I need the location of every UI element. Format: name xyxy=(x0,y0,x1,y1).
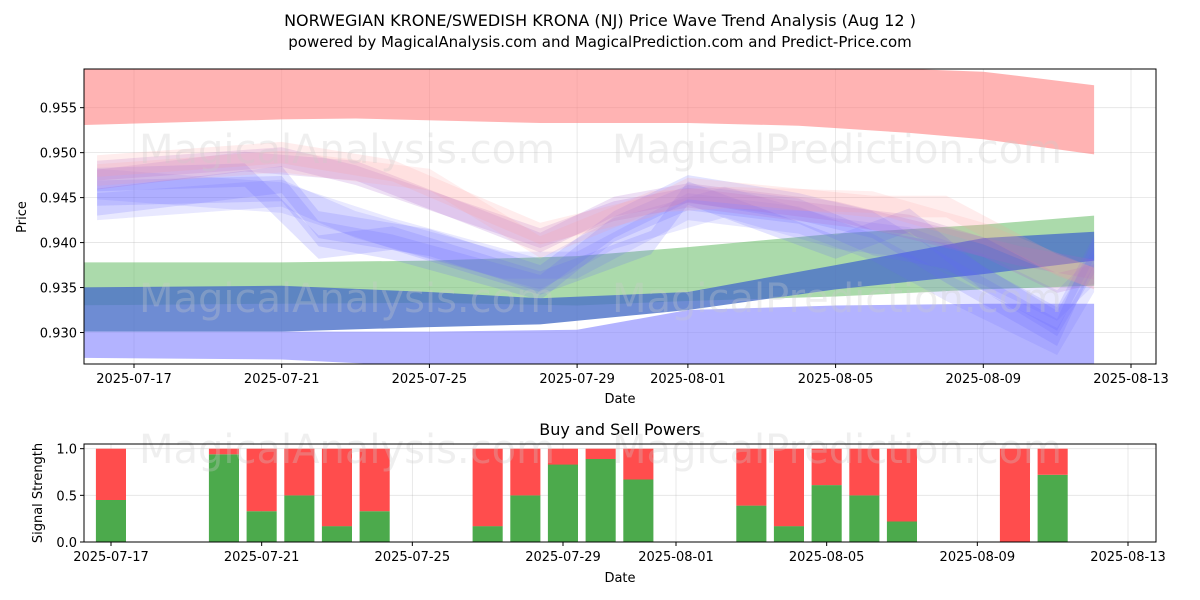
buy-bar xyxy=(623,479,654,542)
signal-x-tick-label: 2025-07-29 xyxy=(525,550,601,565)
sell-bar xyxy=(999,448,1030,542)
price-wave xyxy=(97,163,1095,331)
price-x-tick-label: 2025-08-05 xyxy=(798,372,874,387)
price-y-tick-label: 0.930 xyxy=(40,327,77,342)
price-y-tick-label: 0.945 xyxy=(40,192,77,207)
signal-y-tick-label: 0.5 xyxy=(56,489,77,504)
watermark-analysis-mid: MagicalAnalysis.com xyxy=(139,276,555,322)
buy-bar xyxy=(510,495,541,542)
sell-bar xyxy=(95,448,126,500)
price-y-tick-label: 0.950 xyxy=(40,147,77,162)
price-wave xyxy=(97,151,1095,280)
price-x-tick-label: 2025-07-17 xyxy=(96,372,172,387)
buy-bar xyxy=(849,495,880,542)
buy-bar xyxy=(359,511,390,542)
watermark-analysis-top: MagicalAnalysis.com xyxy=(139,127,555,173)
signal-x-tick-label: 2025-08-05 xyxy=(789,550,865,565)
signal-y-tick-label: 0.0 xyxy=(56,536,77,551)
sell-bar xyxy=(849,448,880,496)
price-wave xyxy=(97,168,1095,321)
watermark-prediction-top: MagicalPrediction.com xyxy=(612,127,1062,173)
signal-x-axis-label: Date xyxy=(604,571,635,586)
price-band xyxy=(84,231,1095,332)
price-bands xyxy=(84,69,1095,364)
price-waves xyxy=(97,141,1095,355)
price-x-tick-label: 2025-07-25 xyxy=(392,372,468,387)
sell-bar xyxy=(359,448,390,512)
buy-bar xyxy=(95,500,126,542)
sell-bar xyxy=(547,448,578,465)
sell-bar xyxy=(321,448,352,527)
price-band xyxy=(84,69,1095,155)
chart-subtitle: powered by MagicalAnalysis.com and Magic… xyxy=(288,33,912,51)
sell-bar xyxy=(623,448,654,480)
buy-bar xyxy=(472,526,503,542)
sell-bar xyxy=(246,448,277,512)
signal-y-tick-label: 1.0 xyxy=(56,443,77,458)
signal-x-tick-label: 2025-07-17 xyxy=(73,550,149,565)
sell-bar xyxy=(284,448,315,496)
signal-x-tick-label: 2025-08-01 xyxy=(638,550,714,565)
price-x-ticks: 2025-07-17 2025-07-21 2025-07-25 2025-07-29… xyxy=(96,364,1169,387)
buy-bar xyxy=(208,454,239,542)
signal-plot-frame xyxy=(83,443,1157,543)
sell-bar xyxy=(510,448,541,496)
price-wave xyxy=(97,176,1095,337)
price-band xyxy=(84,303,1095,364)
watermark-prediction-bottom: MagicalPrediction.com xyxy=(612,427,1062,473)
signal-x-tick-label: 2025-07-21 xyxy=(224,550,300,565)
price-wave xyxy=(97,179,1095,355)
buy-bar xyxy=(284,495,315,542)
signal-x-tick-label: 2025-07-25 xyxy=(375,550,451,565)
price-wave xyxy=(97,150,1095,290)
sell-bar xyxy=(472,448,503,527)
price-plot-frame xyxy=(83,68,1157,365)
sell-bar xyxy=(811,448,842,486)
price-x-tick-label: 2025-07-29 xyxy=(539,372,615,387)
price-wave xyxy=(97,166,1095,346)
signal-x-tick-label: 2025-08-09 xyxy=(940,550,1016,565)
signal-watermarks: MagicalAnalysis.com MagicalPrediction.co… xyxy=(139,427,1062,473)
price-x-axis-label: Date xyxy=(604,392,635,407)
buy-bar xyxy=(886,521,917,542)
price-y-ticks: 0.930 0.935 0.940 0.945 0.950 0.955 xyxy=(40,102,84,342)
price-x-tick-label: 2025-08-01 xyxy=(650,372,726,387)
price-wave xyxy=(97,147,1095,293)
sell-bar xyxy=(585,448,616,459)
buy-bar xyxy=(547,464,578,542)
buy-bar xyxy=(1037,474,1068,542)
buy-sell-chart: Buy and Sell Powers MagicalAnalysis.com … xyxy=(31,420,1166,586)
sell-bar xyxy=(886,448,917,522)
buy-bar xyxy=(736,505,767,542)
sell-bar xyxy=(736,448,767,506)
price-y-axis-label: Price xyxy=(15,201,30,233)
signal-y-ticks: 0.0 0.5 1.0 xyxy=(56,443,84,551)
price-y-tick-label: 0.940 xyxy=(40,237,77,252)
signal-bars xyxy=(95,448,1068,542)
price-x-tick-label: 2025-07-21 xyxy=(244,372,320,387)
watermark-analysis-bottom: MagicalAnalysis.com xyxy=(139,427,555,473)
sell-bar xyxy=(773,448,804,527)
price-y-tick-label: 0.955 xyxy=(40,102,77,117)
price-wave-chart: MagicalAnalysis.com MagicalPrediction.co… xyxy=(15,68,1169,407)
sell-bar xyxy=(208,448,239,455)
buy-bar xyxy=(773,526,804,542)
price-x-tick-label: 2025-08-09 xyxy=(946,372,1022,387)
price-x-tick-label: 2025-08-13 xyxy=(1093,372,1169,387)
price-wave xyxy=(97,141,1095,290)
price-watermarks: MagicalAnalysis.com MagicalPrediction.co… xyxy=(139,127,1062,322)
signal-x-tick-label: 2025-08-13 xyxy=(1090,550,1166,565)
buy-bar xyxy=(585,458,616,542)
watermark-prediction-mid: MagicalPrediction.com xyxy=(612,276,1062,322)
sell-bar xyxy=(1037,448,1068,475)
buy-bar xyxy=(246,511,277,542)
signal-y-axis-label: Signal Strength xyxy=(31,443,46,543)
chart-title: NORWEGIAN KRONE/SWEDISH KRONA (NJ) Price… xyxy=(284,11,916,30)
price-y-tick-label: 0.935 xyxy=(40,282,77,297)
buy-bar xyxy=(811,485,842,542)
buy-bar xyxy=(321,526,352,542)
signal-x-ticks: 2025-07-17 2025-07-21 2025-07-25 2025-07-29… xyxy=(73,542,1166,565)
buy-sell-title: Buy and Sell Powers xyxy=(539,420,701,439)
